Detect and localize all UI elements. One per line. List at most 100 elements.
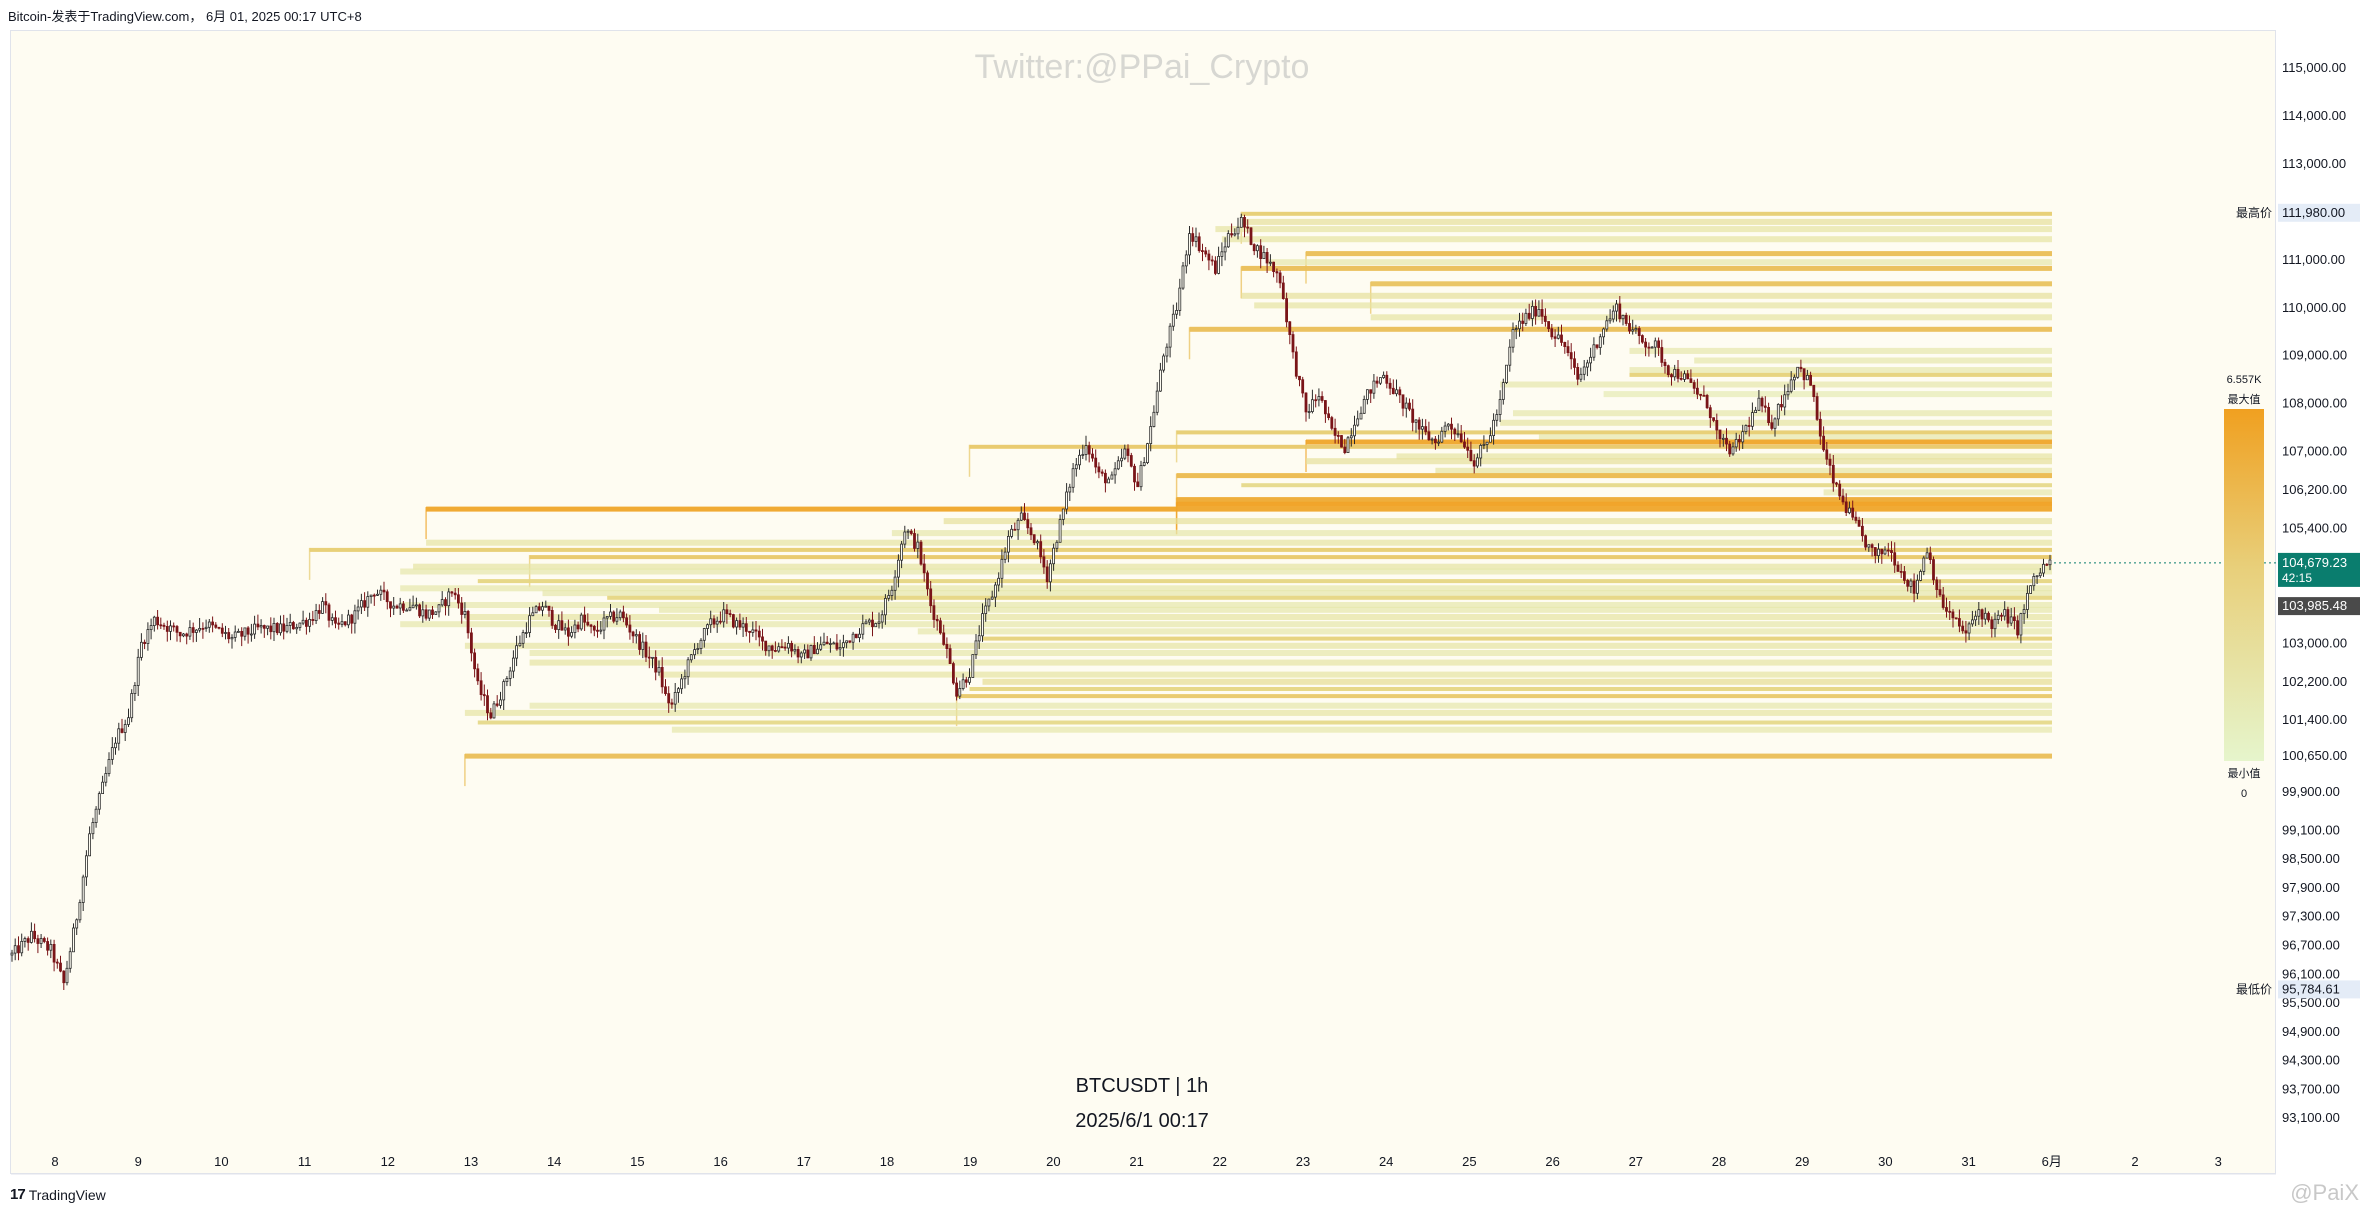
candle-body: [421, 609, 425, 617]
liquidity-level: [309, 547, 2053, 552]
candle-body: [1961, 625, 1965, 632]
tradingview-logo[interactable]: 17 TradingView: [10, 1186, 106, 1203]
liquidity-level: [969, 687, 2052, 691]
candle-body: [466, 611, 470, 634]
candle-body: [1802, 368, 1806, 381]
candle-body: [864, 621, 868, 625]
liquidity-level: [1306, 458, 2052, 465]
candle-body: [854, 633, 858, 639]
candle-body: [1123, 448, 1127, 459]
candle-body: [91, 822, 95, 835]
candle-body: [65, 967, 69, 984]
candle-body: [544, 605, 548, 608]
candle-body: [1547, 321, 1550, 330]
candle-body: [1527, 312, 1531, 319]
candle-body: [1039, 541, 1043, 558]
candle-body: [1912, 580, 1916, 594]
candle-body: [311, 619, 315, 622]
liquidity-level: [1241, 265, 2052, 271]
liquidity-level: [529, 702, 2052, 709]
y-axis[interactable]: 115,000.00 114,000.00 113,000.00 111,000.00…: [2282, 60, 2347, 1125]
candle-body: [382, 589, 386, 593]
liquidity-level: [969, 444, 2052, 449]
candle-body: [1278, 272, 1282, 284]
candle-body: [783, 646, 787, 649]
candle-body: [308, 619, 312, 627]
candle-body: [1531, 305, 1534, 319]
liquidity-level: [464, 753, 2052, 759]
candle-body: [1621, 314, 1625, 320]
liquidity-level: [1823, 489, 2052, 496]
candle-body: [887, 595, 891, 599]
candle-body: [2006, 609, 2010, 624]
candle-body: [926, 572, 929, 590]
candle-body: [1514, 328, 1518, 331]
candle-body: [1388, 382, 1392, 389]
x-tick-label: 12: [381, 1154, 395, 1169]
candle-body: [1825, 449, 1829, 460]
liquidity-level: [1176, 430, 2052, 435]
candle-body: [897, 559, 900, 578]
candle-body: [1644, 341, 1647, 348]
candle-body: [1848, 507, 1851, 514]
candle-body: [499, 699, 502, 706]
candle-body: [508, 670, 512, 679]
liquidity-level: [1221, 236, 2052, 243]
candle-body: [770, 645, 774, 651]
candle-body: [1760, 397, 1764, 407]
candle-body: [411, 604, 415, 609]
candle-body: [1909, 580, 1913, 587]
candle-body: [178, 631, 182, 637]
liquidity-level: [1267, 259, 2052, 266]
liquidity-level: [1176, 473, 2052, 479]
liquidity-level: [426, 506, 2053, 512]
y-tick-label: 93,700.00: [2282, 1081, 2340, 1096]
legend-max-label: 最大值: [2228, 392, 2261, 406]
candle-body: [1336, 434, 1340, 437]
liquidity-level: [464, 709, 2052, 716]
candle-body: [1353, 424, 1356, 437]
candle-body: [1421, 426, 1424, 430]
x-tick-label: 27: [1629, 1154, 1643, 1169]
x-tick-label: 20: [1046, 1154, 1060, 1169]
candle-body: [777, 646, 781, 652]
candle-body: [1563, 341, 1567, 347]
candle-body: [1919, 571, 1922, 581]
candle-body: [17, 945, 20, 954]
candle-body: [832, 642, 836, 645]
candle-body: [1718, 429, 1722, 440]
candle-body: [476, 668, 480, 682]
candle-body: [961, 679, 965, 689]
y-tick-label: 110,000.00: [2282, 300, 2346, 315]
candle-body: [1236, 226, 1240, 235]
candle-body: [123, 724, 127, 733]
candle-body: [1899, 571, 1903, 573]
candle-body: [350, 614, 354, 624]
candle-countdown: 42:15: [2282, 571, 2312, 585]
candle-body: [1831, 464, 1835, 484]
y-tick-label: 114,000.00: [2282, 108, 2346, 123]
candle-body: [1938, 589, 1942, 596]
candle-body: [877, 621, 881, 624]
low-price-label: 最低价: [2236, 982, 2272, 996]
candle-body: [1265, 251, 1269, 264]
candle-body: [1922, 557, 1926, 572]
candle-body: [1686, 373, 1690, 380]
candle-body: [1139, 465, 1143, 488]
candle-body: [751, 629, 755, 633]
candle-body: [683, 676, 687, 680]
candle-body: [236, 631, 240, 633]
candle-body: [23, 938, 27, 942]
candle-body: [227, 632, 231, 640]
candle-body: [1391, 387, 1395, 395]
candle-body: [622, 611, 625, 619]
candle-body: [369, 594, 373, 597]
candle-body: [75, 919, 79, 929]
liquidity-level: [659, 671, 2052, 678]
candle-body: [1721, 437, 1725, 440]
candle-body: [641, 641, 645, 650]
candle-body: [1417, 419, 1421, 430]
candle-body: [1880, 548, 1884, 555]
x-axis[interactable]: 8 9 10 11 12 13 14 15 16 17 18 19 20 21 22 23 24 25 26 27 28…: [51, 1154, 2221, 1169]
